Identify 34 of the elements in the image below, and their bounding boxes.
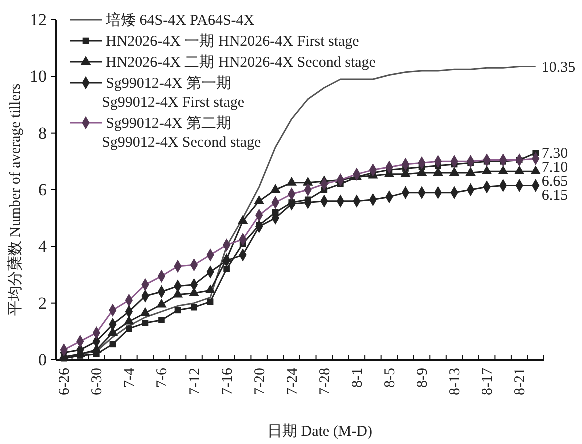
x-tick-label: 7-4 (122, 368, 138, 388)
x-tick-label: 7-24 (284, 368, 301, 396)
x-tick-label: 8-1 (350, 368, 366, 388)
x-tick-label: 8-21 (512, 368, 529, 396)
x-axis-title: 日期 Date (M-D) (268, 423, 372, 440)
x-tick-label: 8-17 (480, 368, 496, 396)
x-tick-label: 6-30 (90, 368, 106, 396)
x-tick-label: 7-28 (317, 368, 334, 396)
data-label: 10.35 (542, 60, 576, 76)
x-tick-label: 7-20 (252, 368, 268, 396)
x-tick-label: 8-9 (415, 368, 431, 388)
data-label: 6.65 (542, 174, 568, 190)
y-tick-label: 12 (30, 10, 47, 30)
x-tick-label: 7-6 (154, 368, 171, 388)
y-axis-title: 平均分蘖数 Number of average tillers (7, 84, 24, 316)
data-label: 7.30 (542, 146, 568, 162)
x-tick-label: 8-5 (382, 368, 398, 388)
y-tick-label: 10 (30, 67, 47, 86)
data-label: 6.15 (542, 188, 568, 204)
legend-label: Sg99012-4X 第二期 Sg99012-4X Second stage (102, 115, 262, 151)
y-tick-label: 0 (38, 350, 47, 370)
y-tick-label: 6 (38, 180, 47, 200)
x-tick-label: 8-13 (448, 368, 464, 396)
y-tick-label: 4 (38, 237, 48, 256)
legend-label: 培矮 64S-4X PA64S-4X (105, 12, 255, 29)
legend-label: HN2026-4X 一期 HN2026-4X First stage (106, 33, 360, 50)
x-tick-label: 6-26 (57, 368, 74, 396)
legend-label: HN2026-4X 二期 HN2026-4X Second stage (106, 54, 376, 71)
data-label: 7.10 (542, 160, 568, 176)
x-tick-label: 7-16 (220, 368, 236, 396)
x-tick-label: 7-12 (187, 368, 204, 396)
y-tick-label: 2 (38, 294, 47, 313)
legend-label: Sg99012-4X 第一期 Sg99012-4X First stage (102, 75, 245, 111)
y-tick-label: 8 (38, 124, 47, 143)
